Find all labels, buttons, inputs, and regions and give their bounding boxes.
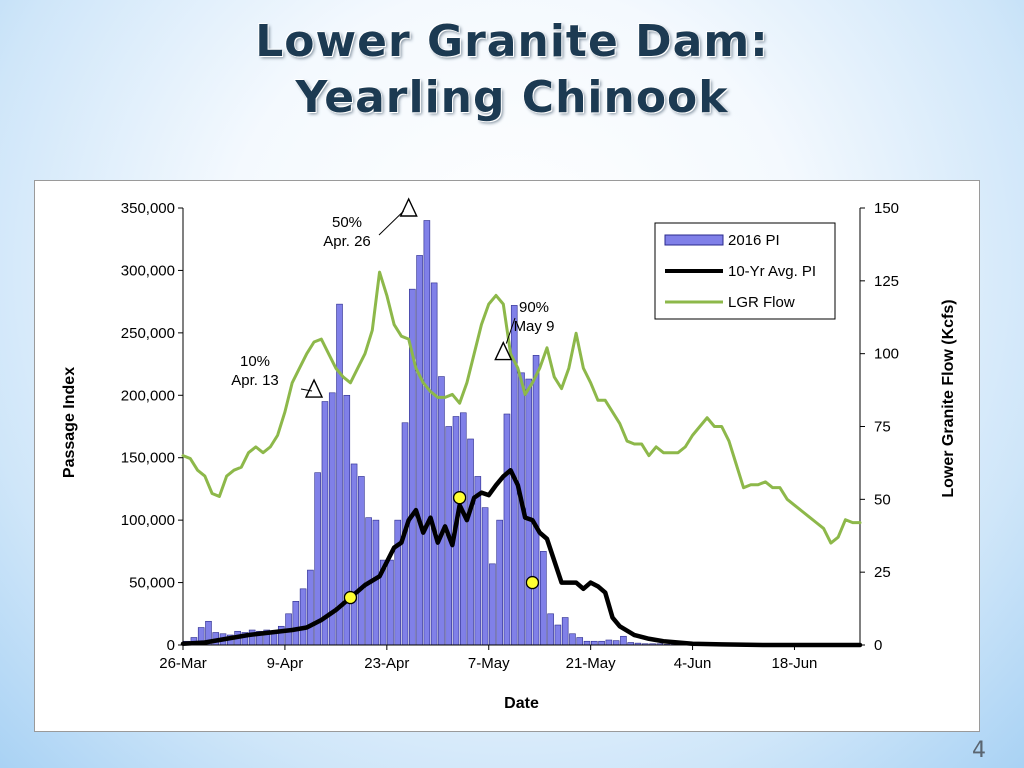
pi-bar (489, 563, 496, 646)
y-left-tick-label: 150,000 (121, 450, 175, 467)
y-right-tick-label: 125 (874, 273, 899, 290)
pi-bar (496, 519, 503, 646)
x-axis-label: Date (504, 695, 539, 712)
x-tick-label: 18-Jun (772, 655, 818, 672)
legend-label: LGR Flow (728, 294, 795, 311)
pi-bar (467, 438, 474, 646)
chart-panel: 0 50,000 100,000 150,000 200,000 250,000 300,0… (34, 180, 980, 732)
pi-bar (307, 569, 314, 646)
avg-percentile-marker (452, 491, 467, 505)
y-left-tick-label: 0 (167, 637, 175, 654)
y-left-tick-label: 350,000 (121, 200, 175, 217)
x-tick-label: 23-Apr (364, 655, 409, 672)
pi-bar (503, 413, 511, 646)
y-right-tick-label: 150 (874, 200, 899, 217)
percentile-triangle-marker (399, 197, 418, 217)
x-tick-label: 21-May (566, 655, 617, 672)
pi-bar (576, 637, 584, 646)
pi-bar (336, 303, 343, 646)
pi-bar (561, 617, 569, 646)
pi-bar (423, 220, 431, 646)
legend-label: 10-Yr Avg. PI (728, 263, 816, 280)
pi-bar (387, 559, 394, 646)
y-right-tick-label: 0 (874, 637, 882, 654)
pi-bar (292, 600, 300, 646)
x-tick-label: 9-Apr (267, 655, 304, 672)
marker-leader-line (378, 210, 405, 236)
pi-bar (598, 640, 605, 646)
pi-bar (569, 633, 576, 646)
x-tick-label: 4-Jun (674, 655, 712, 672)
pi-bar (612, 640, 620, 646)
pi-bar (358, 476, 365, 646)
title-line-1: Lower Granite Dam: (255, 16, 769, 67)
chart-svg: 0 50,000 100,000 150,000 200,000 250,000 300,0… (61, 197, 957, 712)
pi-bar (343, 394, 351, 646)
pi-bar (474, 476, 482, 646)
marker-label-percent: 50% (332, 214, 362, 231)
pi-bar (591, 640, 598, 646)
pi-bar (372, 519, 380, 646)
pi-bar (459, 412, 467, 646)
x-tick-label: 7-May (468, 655, 510, 672)
marker-label-date: Apr. 26 (323, 233, 371, 250)
y-axis-label-left: Passage Index (61, 367, 78, 478)
pi-bar (620, 635, 627, 646)
y-left-tick-label: 250,000 (121, 325, 175, 342)
pi-bar (299, 588, 307, 646)
marker-label-date: May 9 (514, 318, 555, 335)
y-right-tick-label: 100 (874, 346, 899, 363)
percentile-triangle-marker (304, 378, 324, 398)
marker-leader-line (300, 388, 313, 392)
y-left-tick-label: 300,000 (121, 262, 175, 279)
avg-percentile-marker (525, 575, 540, 590)
pi-bar (547, 613, 554, 646)
pi-bar (605, 639, 613, 646)
pi-bar (321, 401, 329, 646)
slide-title: Lower Granite Dam: Yearling Chinook (0, 14, 1024, 126)
avg-percentile-marker (343, 590, 358, 605)
avg-pi-line (180, 467, 863, 648)
y-left-tick-label: 100,000 (121, 512, 175, 529)
y-left-tick-label: 50,000 (129, 575, 175, 592)
page-number: 4 (972, 738, 986, 763)
y-axis-label-right: Lower Granite Flow (Kcfs) (940, 299, 957, 497)
y-right-tick-label: 75 (874, 419, 891, 436)
pi-bar (438, 376, 445, 646)
y-right-tick-label: 50 (874, 491, 891, 508)
y-right-tick-label: 25 (874, 564, 891, 581)
marker-label-date: Apr. 13 (231, 372, 279, 389)
percentile-triangle-marker (494, 340, 513, 361)
pi-bar (481, 507, 489, 646)
legend-swatch-bar (664, 234, 724, 246)
marker-leader-line (505, 317, 516, 344)
pi-bar (394, 519, 402, 646)
pi-bar (328, 392, 336, 646)
pi-bar (350, 463, 358, 646)
legend-label: 2016 PI (728, 232, 780, 249)
pi-bar (532, 355, 540, 646)
pi-bar (525, 378, 533, 646)
marker-label-percent: 90% (519, 299, 549, 316)
pi-bar (416, 255, 423, 646)
x-tick-label: 26-Mar (159, 655, 207, 672)
pi-bar (430, 282, 438, 646)
pi-bar (540, 551, 547, 646)
y-left-tick-label: 200,000 (121, 387, 175, 404)
marker-label-percent: 10% (240, 353, 270, 370)
pi-bar (554, 624, 562, 646)
title-line-2: Yearling Chinook (295, 72, 729, 123)
pi-bar (583, 640, 591, 646)
lgr-flow-line (181, 270, 862, 545)
